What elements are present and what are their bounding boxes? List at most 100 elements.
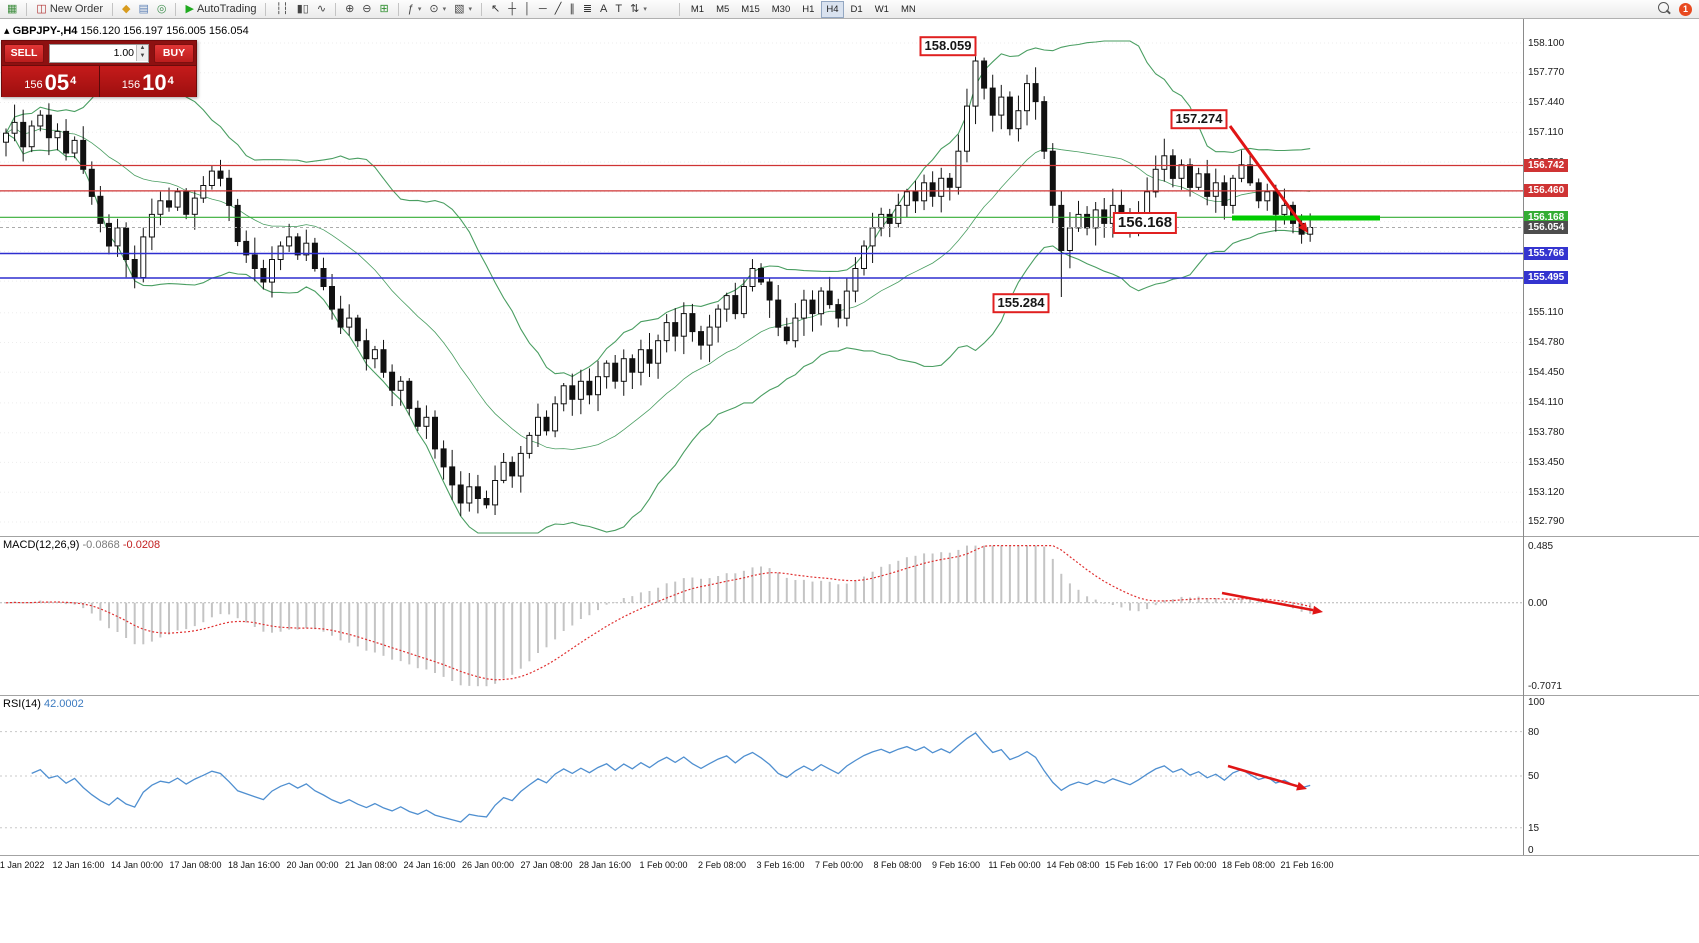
timeframe-d1[interactable]: D1: [850, 3, 863, 15]
date-label: 24 Jan 16:00: [403, 860, 456, 870]
arrows-icon[interactable]: ⇅ ▾: [626, 1, 651, 18]
periods-icon[interactable]: ⊙ ▾: [425, 1, 450, 18]
price-chart[interactable]: [0, 19, 1523, 536]
symbol-toggle-icon[interactable]: ▴: [4, 25, 10, 37]
autotrading-button-label: AutoTrading: [196, 3, 257, 15]
market-watch-icon[interactable]: ▤: [134, 1, 152, 18]
panel-separator[interactable]: [0, 536, 1699, 537]
buy-button[interactable]: BUY: [154, 43, 194, 63]
price-tick: 153.450: [1528, 456, 1565, 468]
new-chart-icon[interactable]: ▦: [3, 1, 21, 18]
tile-windows-icon[interactable]: ⊞: [376, 1, 393, 18]
templates-icon[interactable]: ▧ ▾: [450, 1, 476, 18]
indicators-icon[interactable]: ƒ ▾: [404, 1, 426, 18]
rsi-scale-label: 100: [1528, 697, 1545, 708]
bar-chart-icon: ┆┆: [275, 2, 289, 15]
search-icon[interactable]: [1652, 2, 1675, 16]
trend-arrow[interactable]: [1227, 764, 1307, 791]
timeframe-m30[interactable]: M30: [771, 3, 791, 15]
price-divider: [98, 66, 100, 97]
crosshair-icon[interactable]: ┼: [504, 1, 520, 18]
price-annotation[interactable]: 156.168: [1112, 212, 1178, 234]
ohlc-quote-line: 156.120 156.197 156.005 156.054: [80, 25, 249, 37]
macd-panel[interactable]: [0, 537, 1523, 695]
volume-decrease-button[interactable]: ▼: [137, 53, 148, 61]
indicators-icon: ƒ: [407, 2, 414, 15]
volume-input[interactable]: 1.00 ▲ ▼: [49, 43, 149, 63]
trendline-icon[interactable]: ╱: [551, 1, 566, 18]
trend-arrow[interactable]: [1228, 125, 1308, 233]
candlestick-chart-icon[interactable]: ▮▯: [293, 1, 313, 18]
buy-price-display[interactable]: 156 10 4: [100, 66, 197, 97]
trendline-icon: ╱: [554, 2, 562, 15]
price-annotation[interactable]: 158.059: [919, 36, 977, 56]
toolbar-separator: [397, 2, 399, 16]
date-label: 12 Jan 16:00: [52, 860, 105, 870]
rsi-label: RSI(14) 42.0002: [3, 698, 84, 710]
price-tick: 153.780: [1528, 427, 1565, 439]
buy-price-main: 10: [142, 70, 167, 95]
toolbar-separator: [112, 2, 113, 16]
macd-main-value: -0.0868: [82, 539, 120, 551]
bollinger-upper-band: [5, 40, 1311, 378]
date-label: 3 Feb 16:00: [756, 860, 805, 870]
volume-increase-button[interactable]: ▲: [137, 45, 148, 53]
macd-histogram: [5, 545, 1312, 687]
vertical-line-icon[interactable]: │: [520, 1, 535, 18]
mql5-community-icon[interactable]: ◆: [118, 1, 134, 18]
line-chart-icon[interactable]: ∿: [313, 1, 330, 18]
date-label: 18 Jan 16:00: [227, 860, 281, 870]
vertical-line-icon: │: [524, 2, 531, 15]
date-label: 21 Jan 08:00: [344, 860, 398, 870]
timeframe-h1[interactable]: H1: [802, 3, 815, 15]
macd-signal-value: -0.0208: [122, 539, 161, 551]
toolbar-separator: [265, 2, 267, 16]
toolbar-separator: [678, 2, 680, 16]
cursor-icon[interactable]: ↖: [487, 1, 504, 18]
price-tag: 156.742: [1524, 158, 1569, 172]
zoom-in-icon[interactable]: ⊕: [341, 1, 358, 18]
panel-separator[interactable]: [0, 695, 1699, 696]
tile-windows-icon: ⊞: [379, 2, 389, 15]
sell-price-prefix: 156: [24, 79, 43, 91]
new-order-button[interactable]: ◫ New Order: [32, 1, 107, 18]
bar-chart-icon[interactable]: ┆┆: [271, 1, 292, 18]
volume-value[interactable]: 1.00: [113, 47, 134, 59]
trend-arrow[interactable]: [1221, 591, 1323, 615]
price-tick: 157.770: [1528, 67, 1565, 79]
sell-price-display[interactable]: 156 05 4: [2, 66, 99, 97]
text-icon[interactable]: A: [596, 1, 611, 18]
date-label: 2 Feb 08:00: [697, 860, 747, 870]
new-order-button: ◫: [36, 2, 47, 15]
price-tag: 155.495: [1524, 271, 1569, 285]
rsi-panel[interactable]: [0, 696, 1523, 855]
date-label: 17 Jan 08:00: [169, 860, 222, 870]
price-tick: 157.440: [1528, 97, 1565, 109]
market-watch-icon: ▤: [138, 2, 149, 15]
templates-icon: ▧: [454, 2, 465, 15]
zoom-out-icon[interactable]: ⊖: [358, 1, 375, 18]
timeframe-w1[interactable]: W1: [874, 3, 889, 15]
timeframe-m1[interactable]: M1: [690, 3, 705, 15]
autotrading-button[interactable]: ▶ AutoTrading: [181, 1, 260, 18]
timeframe-m5[interactable]: M5: [716, 3, 730, 15]
rsi-value: 42.0002: [43, 698, 84, 710]
notification-badge[interactable]: 1: [1679, 2, 1692, 16]
timeframe-h4[interactable]: H4: [821, 0, 844, 18]
horizontal-line-icon[interactable]: ─: [535, 1, 551, 18]
zoom-in-icon: ⊕: [345, 2, 355, 15]
one-click-trading-panel[interactable]: SELL 1.00 ▲ ▼ BUY 156 05 4 156 10 4: [1, 40, 197, 97]
fibonacci-icon[interactable]: ≣: [579, 1, 596, 18]
price-annotation[interactable]: 157.274: [1170, 109, 1228, 129]
sell-button[interactable]: SELL: [4, 43, 44, 63]
price-tick: 154.450: [1528, 366, 1565, 378]
crosshair-icon: ┼: [508, 2, 517, 15]
price-annotation[interactable]: 155.284: [992, 293, 1050, 313]
timeframe-mn[interactable]: MN: [900, 3, 916, 15]
channel-icon[interactable]: ∥: [565, 1, 579, 18]
label-icon[interactable]: T: [611, 1, 626, 18]
signals-icon[interactable]: ◎: [153, 1, 171, 18]
timeframe-m15[interactable]: M15: [741, 3, 760, 15]
buy-price-prefix: 156: [121, 79, 141, 91]
volume-stepper[interactable]: ▲ ▼: [136, 45, 148, 61]
